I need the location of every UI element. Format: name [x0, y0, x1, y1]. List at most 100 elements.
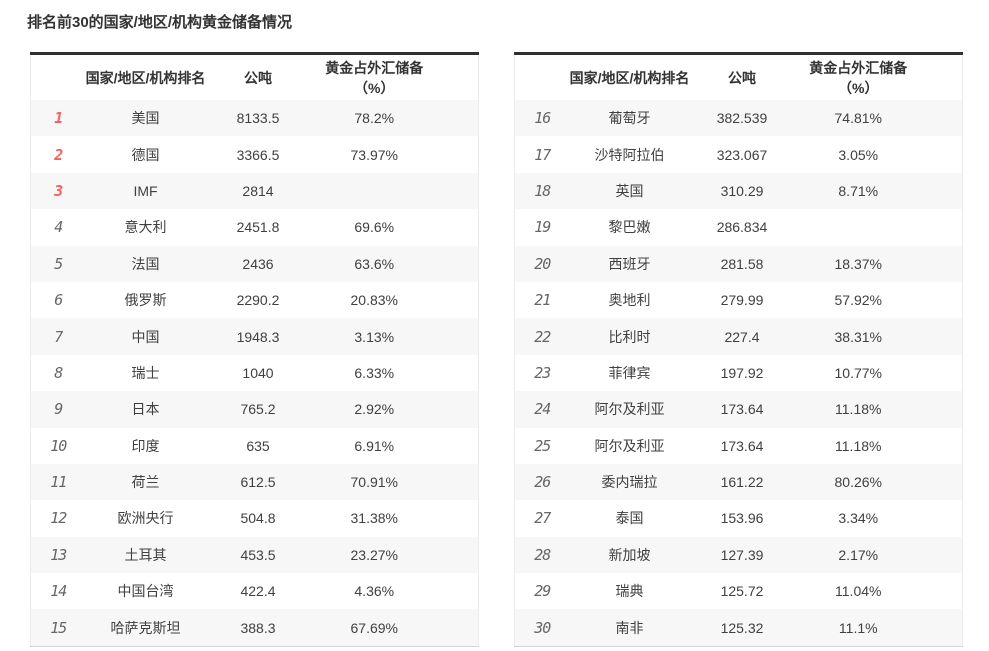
- country-cell: 中国台湾: [117, 583, 174, 600]
- percent-cell: 2.92%: [354, 401, 395, 418]
- rank-cell: 27: [534, 509, 551, 528]
- rank-cell: 2: [54, 145, 63, 164]
- tonnes-cell: 127.39: [720, 546, 764, 563]
- country-cell: 菲律宾: [608, 364, 651, 381]
- table-row: 14 中国台湾 422.4 4.36%: [31, 573, 479, 609]
- table-row: 26 委内瑞拉 161.22 80.26%: [514, 463, 963, 501]
- table-row: 12 欧洲央行 504.8 31.38%: [31, 500, 479, 536]
- country-cell: 德国: [131, 146, 160, 163]
- page-title: 排名前30的国家/地区/机构黄金储备情况: [27, 14, 293, 31]
- percent-cell: 80.26%: [834, 474, 882, 491]
- left-ranking-table: 国家/地区/机构排名 公吨 黄金占外汇储备（%） 1 美国 8133.5 78.…: [30, 52, 479, 647]
- table-row: 22 比利时 227.4 38.31%: [514, 318, 963, 355]
- tonnes-column-header: 公吨: [689, 53, 795, 100]
- percent-cell: 20.83%: [350, 292, 398, 309]
- country-cell: 葡萄牙: [608, 110, 651, 127]
- table-row: 29 瑞典 125.72 11.04%: [515, 573, 963, 609]
- tonnes-cell: 453.5: [240, 546, 276, 563]
- table-row: 16 葡萄牙 382.539 74.81%: [514, 100, 963, 137]
- rank-cell: 18: [534, 181, 551, 200]
- percent-cell: [795, 209, 963, 245]
- percent-cell: 3.34%: [838, 510, 879, 527]
- table-row: 2 德国 3366.5 73.97%: [31, 136, 479, 172]
- percent-cell: 31.38%: [350, 510, 398, 527]
- table-row: 10 印度 635 6.91%: [31, 428, 479, 464]
- percent-column-header: 黄金占外汇储备（%）: [310, 53, 479, 100]
- rank-cell: 8: [54, 363, 63, 382]
- rank-cell: 10: [50, 436, 67, 455]
- rank-cell: 15: [50, 618, 67, 637]
- tonnes-cell: 635: [246, 437, 270, 454]
- percent-cell: 11.18%: [835, 437, 882, 454]
- rank-column-header: [514, 53, 570, 100]
- table-row: 11 荷兰 612.5 70.91%: [30, 463, 479, 501]
- left-table-header: 国家/地区/机构排名 公吨 黄金占外汇储备（%）: [30, 53, 479, 100]
- right-ranking-table: 国家/地区/机构排名 公吨 黄金占外汇储备（%） 16 葡萄牙 382.539 …: [514, 52, 963, 647]
- percent-cell: 38.31%: [834, 328, 882, 345]
- percent-cell: 18.37%: [834, 255, 882, 272]
- tonnes-cell: 281.58: [720, 255, 764, 272]
- tonnes-cell: 504.8: [240, 510, 276, 527]
- percent-cell: 67.69%: [350, 619, 398, 636]
- rank-cell: 1: [54, 109, 63, 128]
- rank-cell: 23: [534, 363, 551, 382]
- table-row: 25 阿尔及利亚 173.64 11.18%: [515, 428, 963, 464]
- country-cell: 委内瑞拉: [601, 474, 658, 491]
- country-cell: 意大利: [124, 219, 167, 236]
- table-row: 13 土耳其 453.5 23.27%: [30, 536, 479, 574]
- percent-cell: 69.6%: [354, 219, 395, 236]
- percent-cell: [311, 173, 479, 209]
- table-row: 20 西班牙 281.58 18.37%: [514, 245, 963, 282]
- tonnes-cell: 765.2: [240, 401, 276, 418]
- country-cell: 日本: [131, 401, 160, 418]
- percent-cell: 23.27%: [350, 546, 398, 563]
- table-row: 23 菲律宾 197.92 10.77%: [515, 355, 963, 391]
- tonnes-cell: 382.539: [716, 110, 768, 127]
- tonnes-cell: 8133.5: [236, 110, 280, 127]
- table-row: 6 俄罗斯 2290.2 20.83%: [31, 282, 479, 318]
- country-cell: 欧洲央行: [117, 510, 174, 527]
- rank-cell: 17: [534, 145, 551, 164]
- table-row: 28 新加坡 127.39 2.17%: [514, 536, 963, 574]
- left-table-body: 1 美国 8133.5 78.2% 2 德国 3366.5 73.97% 3 I…: [30, 100, 479, 647]
- percent-cell: 78.2%: [354, 110, 395, 127]
- right-table-body: 16 葡萄牙 382.539 74.81% 17 沙特阿拉伯 323.067 3…: [514, 100, 963, 647]
- country-cell: 法国: [131, 255, 160, 272]
- percent-cell: 11.18%: [835, 401, 882, 418]
- tonnes-cell: 1040: [242, 364, 274, 381]
- rank-cell: 9: [54, 400, 63, 419]
- country-cell: 奥地利: [608, 292, 651, 309]
- country-cell: 印度: [131, 437, 160, 454]
- table-row: 17 沙特阿拉伯 323.067 3.05%: [515, 136, 963, 172]
- percent-cell: 3.05%: [838, 146, 879, 163]
- country-cell: 比利时: [608, 328, 651, 345]
- table-row: 3 IMF 2814: [30, 172, 479, 210]
- tonnes-cell: 3366.5: [236, 146, 280, 163]
- rank-cell: 21: [534, 291, 551, 310]
- table-row: 8 瑞士 1040 6.33%: [31, 355, 479, 391]
- percent-cell: 3.13%: [354, 328, 395, 345]
- rank-cell: 6: [54, 291, 63, 310]
- rank-cell: 7: [54, 327, 63, 346]
- table-row: 5 法国 2436 63.6%: [30, 245, 479, 282]
- percent-cell: 4.36%: [354, 583, 395, 600]
- rank-cell: 19: [534, 218, 551, 237]
- rank-cell: 11: [50, 473, 67, 492]
- table-row: 7 中国 1948.3 3.13%: [30, 318, 479, 355]
- country-column-header: 国家/地区/机构排名: [569, 53, 690, 100]
- rank-cell: 30: [534, 618, 551, 637]
- tonnes-cell: 173.64: [720, 401, 764, 418]
- rank-cell: 26: [534, 473, 551, 492]
- table-row: 21 奥地利 279.99 57.92%: [515, 282, 963, 318]
- country-cell: 阿尔及利亚: [594, 401, 665, 418]
- tonnes-cell: 2436: [242, 255, 274, 272]
- percent-cell: 74.81%: [834, 110, 882, 127]
- tonnes-cell: 2451.8: [236, 219, 280, 236]
- tonnes-cell: 286.834: [716, 219, 768, 236]
- rank-column-header: [30, 53, 86, 100]
- country-cell: 英国: [615, 182, 644, 199]
- country-cell: 泰国: [615, 510, 644, 527]
- rank-cell: 3: [54, 181, 63, 200]
- rank-cell: 29: [534, 582, 551, 601]
- country-cell: 沙特阿拉伯: [594, 146, 665, 163]
